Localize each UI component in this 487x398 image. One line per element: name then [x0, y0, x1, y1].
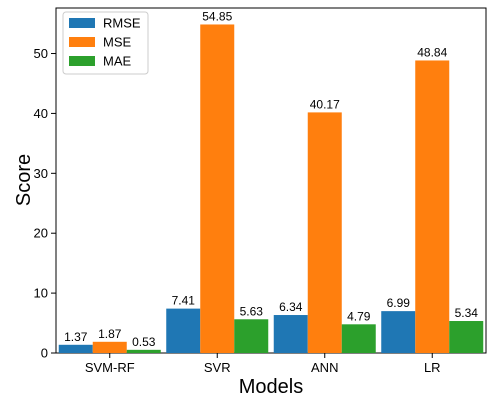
- data-label: 5.34: [455, 306, 479, 320]
- y-axis: 0 10 20 30 40 50: [34, 46, 56, 361]
- bar-mae-ann: [341, 324, 376, 353]
- legend-label-rmse: RMSE: [103, 16, 141, 31]
- bar-mse-svm-rf: [92, 341, 127, 353]
- bar-rmse-svm-rf: [58, 344, 93, 353]
- x-tick-label: SVM-RF: [85, 360, 135, 375]
- data-label: 1.37: [64, 330, 88, 344]
- x-tick-label: SVR: [204, 360, 231, 375]
- data-label: 0.53: [132, 335, 156, 349]
- y-tick-label: 40: [34, 106, 48, 121]
- bar-mae-svr: [234, 319, 269, 353]
- data-label: 5.63: [240, 304, 264, 318]
- data-label: 6.99: [387, 296, 411, 310]
- legend-label-mse: MSE: [103, 35, 132, 50]
- y-tick-label: 10: [34, 286, 48, 301]
- bar-rmse-ann: [273, 315, 308, 353]
- data-labels-layer: 1.37 7.41 6.34 6.99 1.87 54.85 40.17 48.84 0.53 5…: [64, 9, 478, 348]
- bar-mse-ann: [307, 112, 342, 353]
- y-axis-title: Score: [13, 154, 35, 206]
- legend-swatch-mse: [69, 37, 95, 47]
- bar-mse-lr: [415, 60, 450, 353]
- bar-rmse-svr: [166, 308, 201, 353]
- data-label: 54.85: [202, 9, 232, 23]
- data-label: 7.41: [172, 294, 196, 308]
- data-label: 40.17: [310, 97, 340, 111]
- legend-label-mae: MAE: [103, 54, 132, 69]
- data-label: 1.87: [98, 327, 122, 341]
- y-tick-label: 50: [34, 46, 48, 61]
- y-tick-label: 20: [34, 226, 48, 241]
- x-axis-title: Models: [239, 376, 303, 398]
- x-tick-label: ANN: [311, 360, 338, 375]
- bars-layer: [58, 24, 484, 354]
- plot-frame: [55, 7, 487, 354]
- bar-mse-svr: [200, 24, 235, 354]
- data-label: 48.84: [417, 45, 447, 59]
- legend-swatch-mae: [69, 56, 95, 66]
- data-label: 4.79: [347, 309, 371, 323]
- data-label: 6.34: [279, 300, 303, 314]
- x-tick-label: LR: [424, 360, 441, 375]
- y-tick-label: 0: [41, 346, 48, 361]
- bar-mae-svm-rf: [126, 349, 161, 353]
- y-tick-label: 30: [34, 166, 48, 181]
- bar-rmse-lr: [381, 311, 416, 353]
- legend-swatch-rmse: [69, 18, 95, 28]
- legend: RMSE MSE MAE: [62, 11, 149, 75]
- bar-mae-lr: [449, 321, 484, 353]
- x-axis: SVM-RF SVR ANN LR: [85, 353, 441, 375]
